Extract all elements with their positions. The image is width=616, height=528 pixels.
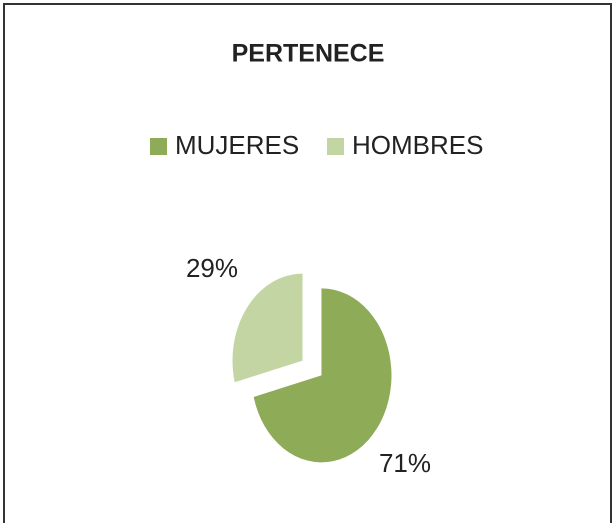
legend-swatch: [150, 138, 167, 155]
pie-slice: [253, 288, 392, 463]
legend-label: HOMBRES: [352, 130, 483, 160]
legend-swatch: [327, 138, 344, 155]
legend-label: MUJERES: [175, 130, 299, 160]
data-label: 29%: [186, 253, 238, 283]
chart-title: PERTENECE: [232, 40, 385, 68]
data-label: 71%: [379, 448, 431, 478]
pie-slice: [232, 273, 303, 383]
